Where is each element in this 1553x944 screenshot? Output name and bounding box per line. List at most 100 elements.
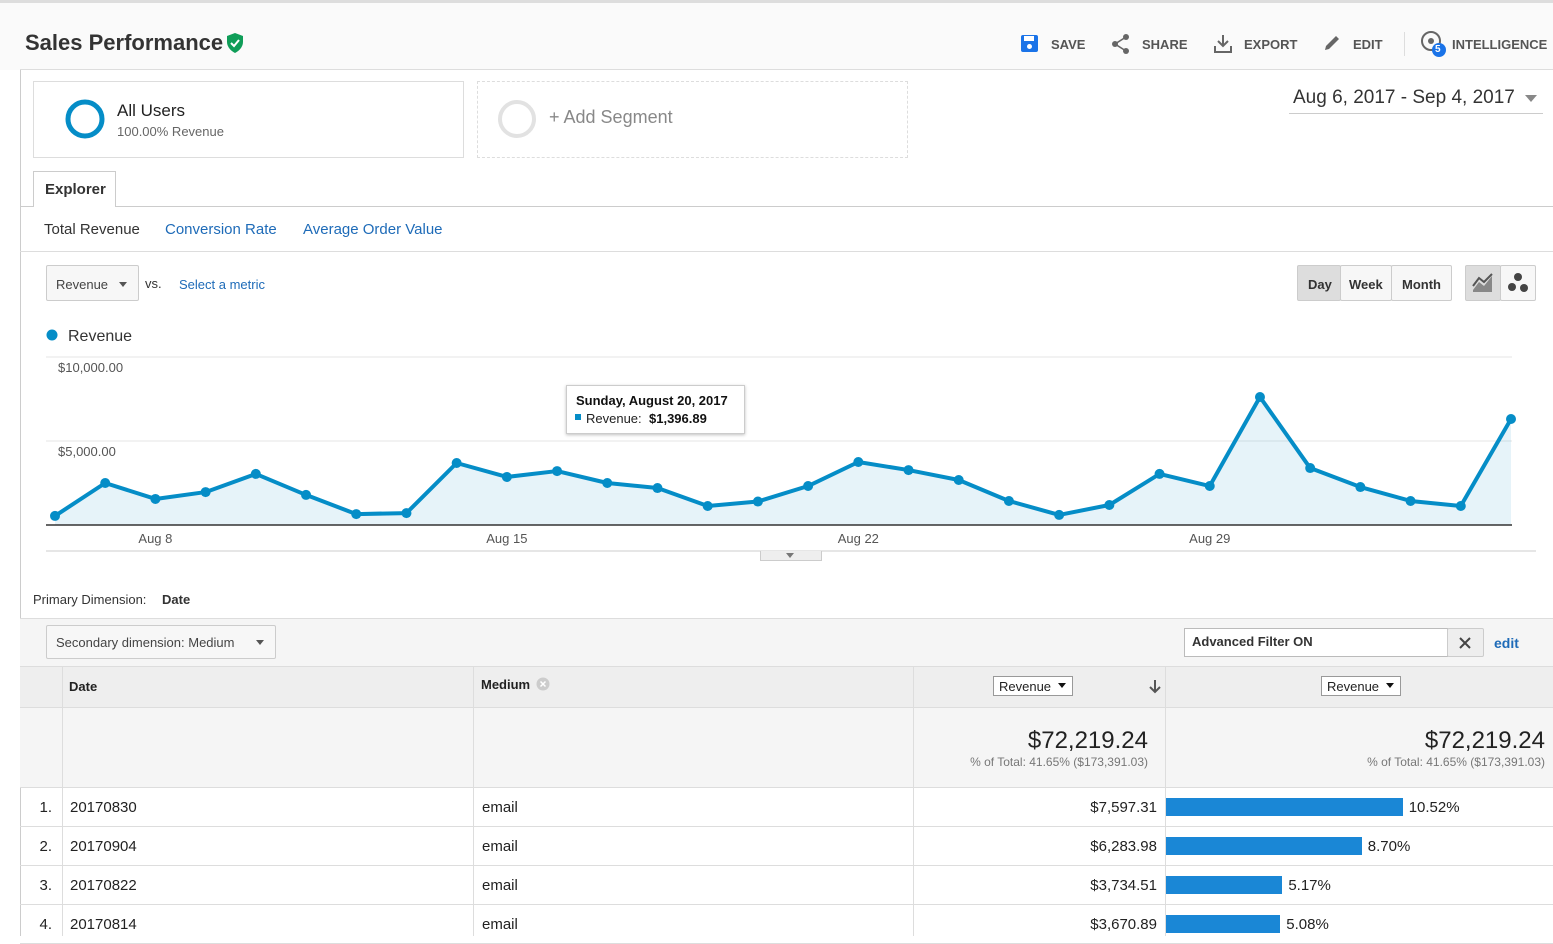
metric-tab[interactable]: Total Revenue bbox=[44, 221, 140, 238]
date-caret[interactable] bbox=[1525, 95, 1537, 102]
table-row bbox=[20, 827, 1553, 866]
tooltip bbox=[566, 385, 745, 434]
add-segment-card[interactable] bbox=[477, 81, 908, 158]
point bbox=[1305, 463, 1316, 474]
sort-icon[interactable] bbox=[1148, 679, 1162, 695]
metric-tab-line bbox=[20, 251, 1553, 252]
chart: Revenue $5,000.00 $10,000.00 Aug 8 Aug 15 Aug… bbox=[46, 328, 1536, 552]
period-label[interactable]: Month bbox=[1402, 277, 1441, 292]
save-icon[interactable] bbox=[1020, 34, 1040, 54]
table-row bbox=[20, 788, 1553, 827]
edit-button[interactable]: EDIT bbox=[1353, 37, 1383, 52]
row-rank: 4. bbox=[39, 916, 52, 933]
tab-label[interactable]: Explorer bbox=[45, 181, 106, 198]
column-header[interactable]: Date bbox=[69, 679, 98, 694]
share-bar bbox=[1166, 876, 1283, 894]
line-chart-toggle[interactable] bbox=[1465, 265, 1501, 301]
point bbox=[1204, 481, 1215, 492]
line-chart-icon bbox=[1472, 273, 1493, 292]
tooltip-label: Revenue: bbox=[586, 411, 642, 426]
period-label[interactable]: Day bbox=[1308, 277, 1332, 292]
point bbox=[401, 508, 412, 519]
date-range[interactable]: Aug 6, 2017 - Sep 4, 2017 bbox=[1293, 87, 1515, 108]
point bbox=[1154, 468, 1165, 479]
primary-dimension[interactable]: Date bbox=[162, 592, 191, 607]
metric-tab[interactable]: Conversion Rate bbox=[165, 221, 277, 238]
point bbox=[953, 474, 964, 485]
add-segment[interactable]: + Add Segment bbox=[549, 107, 673, 127]
row-date[interactable]: 20170904 bbox=[70, 838, 137, 855]
segment-name: All Users bbox=[117, 101, 186, 120]
column-metric-dropdown[interactable] bbox=[993, 676, 1073, 696]
filter-edit[interactable]: edit bbox=[1494, 635, 1519, 651]
row-rank: 3. bbox=[39, 877, 52, 894]
table-body: 1. 20170830 email $7,597.31 10.52% 2. 20170904… bbox=[0, 788, 1553, 944]
point bbox=[552, 466, 563, 477]
share-button[interactable]: SHARE bbox=[1142, 37, 1188, 52]
share-bar bbox=[1166, 837, 1362, 855]
tooltip-swatch bbox=[575, 414, 581, 420]
intelligence-icon[interactable] bbox=[1420, 30, 1448, 58]
share-bar bbox=[1166, 915, 1281, 933]
row-date[interactable]: 20170814 bbox=[70, 916, 137, 933]
segment-card[interactable] bbox=[33, 81, 464, 158]
point bbox=[602, 478, 613, 488]
filter-box[interactable] bbox=[1184, 628, 1448, 657]
point bbox=[50, 510, 60, 521]
filter-text[interactable]: Advanced Filter ON bbox=[1192, 634, 1313, 649]
vs-label: vs. bbox=[145, 276, 162, 291]
metric-dropdown-label[interactable]: Revenue bbox=[56, 277, 109, 292]
point bbox=[501, 471, 512, 482]
row-date[interactable]: 20170830 bbox=[70, 799, 137, 816]
save-button[interactable]: SAVE bbox=[1051, 37, 1086, 52]
metric-tab[interactable]: Average Order Value bbox=[303, 221, 443, 238]
x-tick-label: Aug 15 bbox=[486, 531, 527, 546]
point bbox=[652, 483, 663, 494]
y-tick-label: $10,000.00 bbox=[58, 360, 123, 375]
period-week[interactable] bbox=[1340, 265, 1392, 301]
header-bar bbox=[0, 0, 1553, 70]
column-header[interactable]: Revenue bbox=[1327, 679, 1380, 694]
period-month[interactable] bbox=[1391, 265, 1452, 301]
row-medium[interactable]: email bbox=[482, 916, 518, 933]
point bbox=[1003, 495, 1014, 506]
column-header[interactable]: Medium bbox=[481, 677, 531, 692]
edit-icon[interactable] bbox=[1322, 33, 1342, 55]
column-header[interactable]: Revenue bbox=[999, 679, 1052, 694]
secondary-dimension[interactable]: Secondary dimension: Medium bbox=[56, 635, 235, 650]
share-label: 5.08% bbox=[1286, 916, 1329, 933]
segment-ring bbox=[65, 99, 105, 139]
point bbox=[702, 501, 713, 512]
tab[interactable] bbox=[33, 171, 116, 207]
y-tick-label: $5,000.00 bbox=[58, 444, 116, 459]
period-label[interactable]: Week bbox=[1349, 277, 1383, 292]
dropdown-caret bbox=[256, 640, 264, 645]
share-icon[interactable] bbox=[1111, 33, 1131, 55]
total-value: $72,219.24 bbox=[1424, 727, 1545, 754]
point bbox=[853, 457, 864, 467]
remove-dimension-icon[interactable] bbox=[536, 677, 550, 691]
point bbox=[903, 465, 914, 476]
column-metric-dropdown[interactable] bbox=[1321, 676, 1401, 696]
clear-icon bbox=[1459, 637, 1471, 649]
column-divider bbox=[62, 666, 63, 936]
separator bbox=[1404, 32, 1405, 56]
column-divider bbox=[473, 666, 474, 936]
motion-chart-toggle[interactable] bbox=[1500, 265, 1536, 301]
column-divider bbox=[1165, 666, 1166, 936]
intelligence-button[interactable]: INTELLIGENCE bbox=[1452, 37, 1548, 52]
point bbox=[752, 496, 763, 507]
export-button[interactable]: EXPORT bbox=[1244, 37, 1298, 52]
table-header bbox=[20, 666, 1553, 708]
select-metric[interactable]: Select a metric bbox=[179, 277, 265, 292]
row-medium[interactable]: email bbox=[482, 799, 518, 816]
row-medium[interactable]: email bbox=[482, 838, 518, 855]
row-date[interactable]: 20170822 bbox=[70, 877, 137, 894]
secondary-dimension-dropdown[interactable] bbox=[46, 625, 276, 659]
table-row bbox=[20, 866, 1553, 905]
row-medium[interactable]: email bbox=[482, 877, 518, 894]
point bbox=[1254, 391, 1265, 402]
tooltip-title: Sunday, August 20, 2017 bbox=[576, 393, 728, 408]
export-icon[interactable] bbox=[1213, 33, 1233, 55]
period-day[interactable] bbox=[1297, 265, 1341, 301]
